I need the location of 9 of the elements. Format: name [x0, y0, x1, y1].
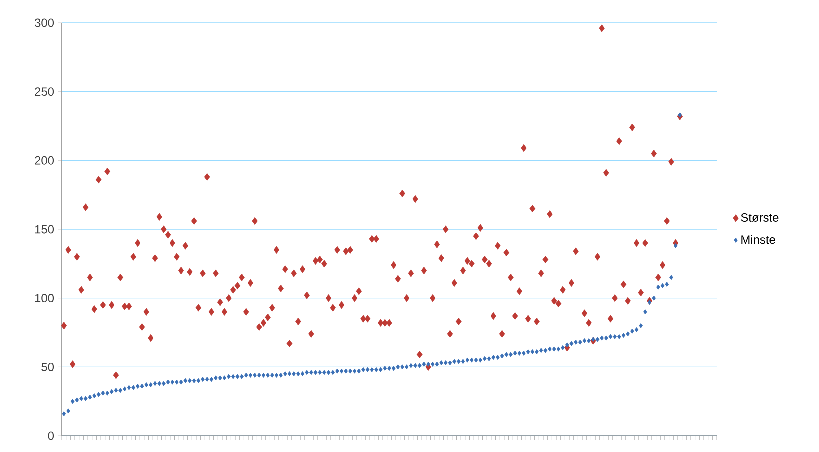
y-tick-label: 150: [35, 225, 54, 234]
y-tick-label: 250: [35, 88, 54, 96]
y-tick-label: 50: [42, 362, 54, 372]
y-tick-label: 0: [48, 432, 54, 440]
y-tick-label: 200: [35, 156, 54, 165]
legend-label: Største: [741, 214, 779, 222]
y-tick-label: 300: [34, 18, 54, 28]
legend-label: Minste: [742, 235, 776, 244]
y-tick-label: 100: [35, 294, 54, 303]
